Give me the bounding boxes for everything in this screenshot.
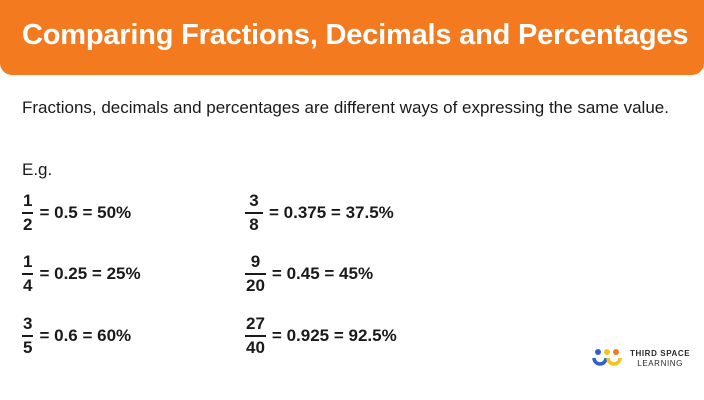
fraction: 1 4 [22,252,34,295]
fraction: 9 20 [245,253,266,295]
equivalence-text: = 0.45 = 45% [271,264,374,283]
numerator: 1 [23,191,33,210]
fraction-bar [245,212,263,214]
example-row: 27 40 = 0.925 = 92.5% [245,315,397,357]
fraction-bar [22,212,34,214]
eg-label: E.g. [22,160,53,179]
intro-text: Fractions, decimals and percentages are … [22,98,669,117]
equivalence-text: = 0.375 = 37.5% [269,203,394,222]
denominator: 4 [23,276,33,295]
numerator: 9 [250,252,261,271]
fraction-bar [22,273,34,275]
page-title: Comparing Fractions, Decimals and Percen… [22,19,689,51]
example-row: 3 8 = 0.375 = 37.5% [245,192,394,234]
denominator: 20 [246,276,265,295]
equivalence-text: = 0.25 = 25% [39,264,141,283]
fraction: 3 5 [22,314,34,357]
example-row: 1 4 = 0.25 = 25% [22,253,141,295]
equivalence-text: = 0.6 = 60% [39,326,132,345]
denominator: 40 [246,338,265,357]
fraction: 3 8 [245,192,263,234]
logo-line-2: LEARNING [637,359,683,368]
example-row: 3 5 = 0.6 = 60% [22,315,131,357]
numerator: 3 [249,191,259,210]
fraction-bar [245,335,266,337]
logo-mark-icon [592,349,622,366]
fraction-bar [22,335,34,337]
logo-line-1: THIRD SPACE [630,349,691,358]
numerator: 3 [23,314,33,333]
fraction-bar [245,273,266,275]
equivalence-text: = 0.925 = 92.5% [271,326,397,345]
third-space-learning-logo: THIRD SPACE LEARNING [592,348,690,370]
example-row: 1 2 = 0.5 = 50% [22,192,131,234]
fraction: 1 2 [22,191,34,234]
numerator: 27 [246,314,265,333]
denominator: 5 [23,338,33,357]
numerator: 1 [23,252,33,271]
title-banner: Comparing Fractions, Decimals and Percen… [0,0,704,75]
equivalence-text: = 0.5 = 50% [39,203,132,222]
denominator: 8 [249,215,259,234]
fraction: 27 40 [245,315,266,357]
example-row: 9 20 = 0.45 = 45% [245,253,373,295]
logo-text: THIRD SPACE LEARNING [630,349,690,369]
denominator: 2 [23,215,33,234]
